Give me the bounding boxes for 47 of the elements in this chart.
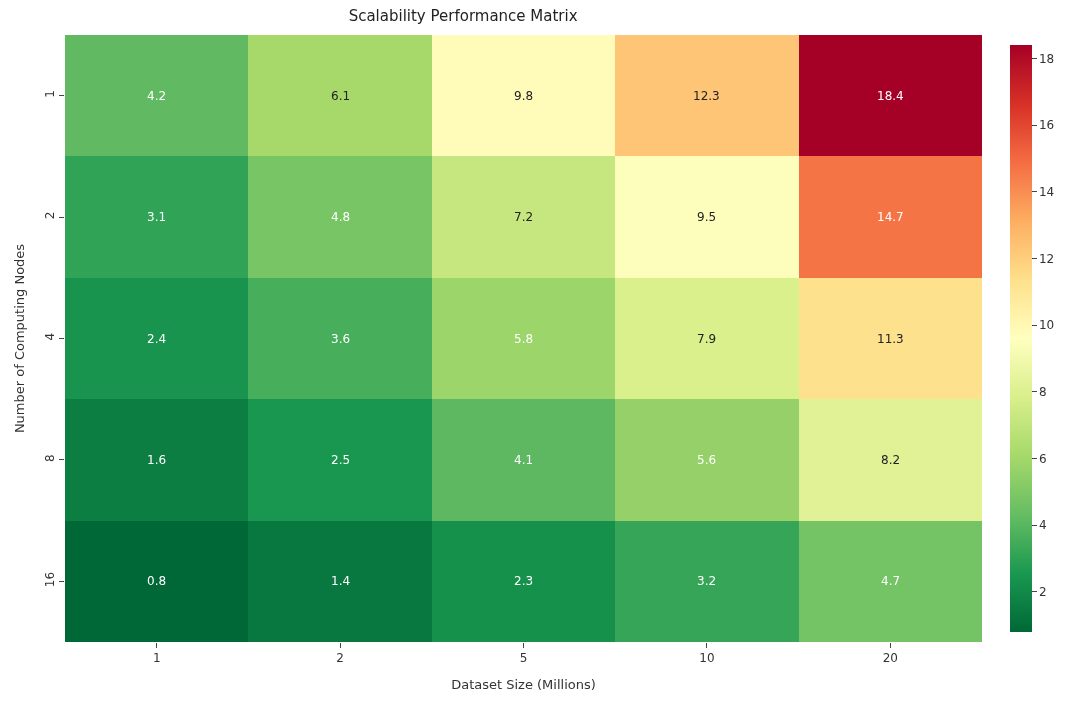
data-label: 3.6: [331, 332, 351, 346]
y-tick-label: 2: [43, 211, 58, 220]
color-bar-label: 18: [1038, 51, 1055, 66]
data-label: 2.3: [514, 574, 534, 588]
data-label: 5.8: [514, 332, 534, 346]
data-label: 3.1: [147, 210, 167, 224]
data-label: 2.5: [331, 453, 351, 467]
color-bar-label: 6: [1038, 451, 1047, 466]
data-label: 2.4: [147, 332, 167, 346]
data-label: 3.2: [697, 574, 717, 588]
data-label: 5.6: [697, 453, 717, 467]
color-bar-label: 16: [1038, 118, 1055, 133]
x-tick-label: 1: [152, 651, 161, 666]
y-axis-title: Number of Computing Nodes: [12, 243, 28, 434]
data-label: 7.2: [514, 210, 534, 224]
data-label: 11.3: [877, 332, 904, 346]
data-label: 6.1: [331, 89, 351, 103]
data-label: 4.2: [147, 89, 167, 103]
y-tick-label: 8: [43, 454, 58, 462]
data-label: 4.1: [514, 453, 534, 467]
color-bar-label: 10: [1038, 318, 1055, 333]
data-label: 18.4: [877, 89, 904, 103]
y-tick-label: 1: [43, 90, 58, 98]
data-label: 14.7: [877, 210, 904, 224]
color-bar-label: 12: [1038, 251, 1055, 266]
x-tick-label: 20: [882, 651, 898, 666]
x-tick-label: 10: [699, 651, 715, 666]
color-bar-label: 2: [1038, 585, 1047, 600]
data-label: 7.9: [697, 332, 717, 346]
data-label: 12.3: [693, 89, 720, 103]
color-bar-label: 8: [1038, 385, 1047, 400]
data-label: 9.5: [697, 210, 717, 224]
chart-title: Scalability Performance Matrix: [348, 7, 578, 26]
data-label: 0.8: [147, 574, 167, 588]
data-label: 4.7: [881, 574, 901, 588]
data-label: 1.6: [147, 453, 167, 467]
y-tick-label: 16: [43, 571, 58, 588]
data-label: 4.8: [331, 210, 351, 224]
data-label: 1.4: [331, 574, 351, 588]
data-label: 8.2: [881, 453, 901, 467]
data-label: 9.8: [514, 89, 534, 103]
x-tick-label: 2: [336, 651, 344, 666]
color-bar-label: 4: [1038, 518, 1047, 533]
y-tick-label: 4: [43, 332, 58, 341]
x-axis-title: Dataset Size (Millions): [451, 677, 596, 692]
color-bar-label: 14: [1038, 184, 1055, 199]
x-tick-label: 5: [519, 651, 528, 666]
